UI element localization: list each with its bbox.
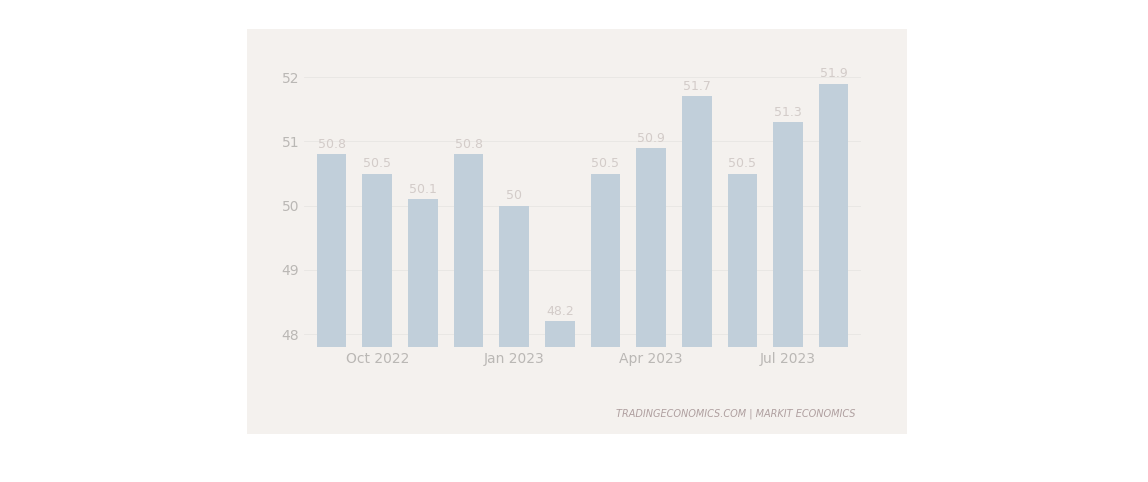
Bar <box>317 154 347 482</box>
Text: 50: 50 <box>506 189 522 202</box>
Text: 50.5: 50.5 <box>363 157 391 170</box>
Bar <box>408 199 437 482</box>
Bar <box>819 83 848 482</box>
Bar <box>499 206 529 482</box>
Bar <box>773 122 802 482</box>
Text: 48.2: 48.2 <box>546 305 574 318</box>
Text: 51.7: 51.7 <box>683 80 711 93</box>
Bar <box>636 148 666 482</box>
Bar <box>682 96 712 482</box>
Bar <box>545 321 575 482</box>
Text: 50.5: 50.5 <box>591 157 620 170</box>
Bar <box>728 174 758 482</box>
Text: 50.8: 50.8 <box>455 138 482 151</box>
Bar <box>590 174 620 482</box>
Text: 50.1: 50.1 <box>409 183 437 196</box>
Text: 51.9: 51.9 <box>820 67 847 80</box>
Text: 50.8: 50.8 <box>318 138 346 151</box>
Text: TRADINGECONOMICS.COM | MARKIT ECONOMICS: TRADINGECONOMICS.COM | MARKIT ECONOMICS <box>615 409 855 419</box>
Text: 50.9: 50.9 <box>637 132 665 145</box>
Text: 51.3: 51.3 <box>774 106 801 119</box>
Bar <box>363 174 393 482</box>
Bar <box>453 154 483 482</box>
Text: 50.5: 50.5 <box>728 157 757 170</box>
